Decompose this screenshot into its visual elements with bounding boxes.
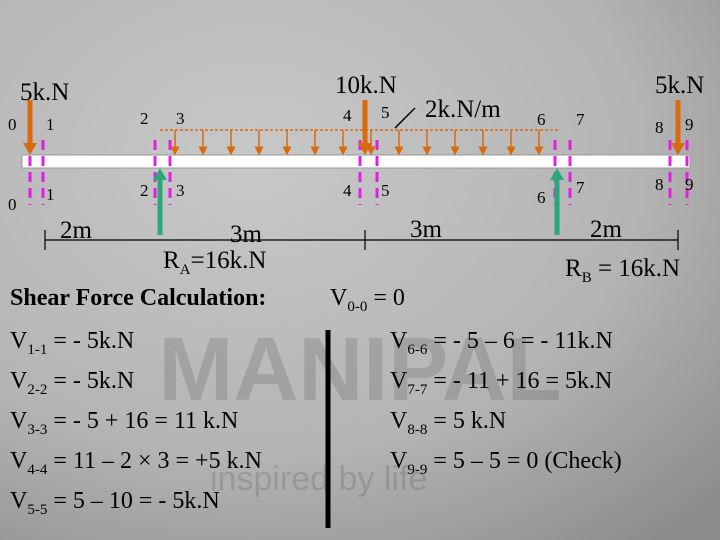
section-label: 9: [685, 175, 694, 194]
sections: 0 0 1 1 2 2 3 3 4 4 5 5 6 6 7 7 8 8 9 9: [8, 103, 694, 214]
arrow-head: [550, 168, 564, 180]
subscript: 4-4: [27, 462, 47, 478]
equation: V1-1 = - 5k.N: [10, 328, 134, 358]
pointer: [394, 107, 416, 129]
subscript: 2-2: [27, 382, 47, 398]
expression: = - 11 + 16 = 5k.N: [427, 368, 612, 394]
span-label: 2m: [60, 217, 93, 244]
arrow-head: [671, 143, 685, 155]
span-label: 3m: [230, 221, 263, 248]
section-label: 2: [140, 181, 149, 200]
beam: [21, 154, 691, 169]
section-label: 6: [537, 188, 546, 207]
udl-label: 2k.N/m: [425, 96, 501, 123]
section-label: 9: [685, 115, 694, 134]
var: V: [10, 368, 28, 394]
section-label: 6: [537, 110, 546, 129]
equation: V2-2 = - 5k.N: [10, 368, 134, 398]
reaction-a: RA=16k.N: [163, 247, 266, 278]
var: V: [10, 488, 28, 514]
reaction-b: RB = 16k.N: [565, 255, 680, 286]
load-label: 5k.N: [20, 79, 69, 106]
expression: = - 5k.N: [47, 368, 134, 394]
equation: V7-7 = - 11 + 16 = 5k.N: [390, 368, 612, 398]
section-label: 3: [176, 109, 185, 128]
section-label: 4: [343, 106, 352, 125]
udl: [160, 129, 560, 156]
expression: = - 5 – 6 = - 11k.N: [427, 328, 613, 354]
section-label: 8: [655, 118, 664, 137]
expression: = - 5k.N: [47, 328, 134, 354]
span-label: 3m: [410, 216, 443, 243]
dimensions: 2m 3m 3m 2m: [44, 216, 679, 250]
section-label: 7: [576, 178, 585, 197]
equation: V4-4 = 11 – 2 × 3 = +5 k.N: [10, 448, 262, 478]
section-label: 1: [46, 185, 55, 204]
section-label: 7: [576, 110, 585, 129]
arrow-head: [153, 168, 167, 180]
section-label: 0: [8, 195, 17, 214]
var: V: [390, 328, 408, 354]
section-label: 5: [381, 181, 390, 200]
subscript: 5-5: [27, 502, 47, 518]
section-label: 0: [8, 115, 17, 134]
subscript: 3-3: [27, 422, 47, 438]
watermark-brand: MANIPAL: [158, 320, 561, 420]
expression: = - 5 + 16 = 11 k.N: [47, 408, 238, 434]
equation: V8-8 = 5 k.N: [390, 408, 506, 438]
subscript: 9-9: [407, 462, 427, 478]
equation: V6-6 = - 5 – 6 = - 11k.N: [390, 328, 613, 358]
subscript: 1-1: [27, 342, 47, 358]
load-label: 5k.N: [655, 72, 704, 99]
load-label: 10k.N: [335, 72, 397, 99]
span-label: 2m: [590, 216, 623, 243]
var: V: [10, 328, 28, 354]
expression: = 11 – 2 × 3 = +5 k.N: [47, 448, 262, 474]
watermark-tagline: inspired by life: [210, 460, 427, 498]
arrow-head: [358, 143, 372, 155]
subscript: 7-7: [407, 382, 427, 398]
section-label: 3: [176, 181, 185, 200]
equation: V0-0 = 0: [330, 285, 405, 315]
arrow-head: [23, 143, 37, 155]
var: V: [390, 368, 408, 394]
section-label: 2: [140, 109, 149, 128]
subscript: 6-6: [407, 342, 427, 358]
var: V: [390, 448, 408, 474]
section-label: 1: [46, 115, 55, 134]
var: V: [10, 448, 28, 474]
var: V: [10, 408, 28, 434]
equation: V3-3 = - 5 + 16 = 11 k.N: [10, 408, 238, 438]
section-label: 4: [343, 181, 352, 200]
section-label: 5: [381, 103, 390, 122]
equation: V5-5 = 5 – 10 = - 5k.N: [10, 488, 220, 518]
expression: = 5 – 10 = - 5k.N: [47, 488, 219, 514]
var: V: [390, 408, 408, 434]
watermark: MANIPAL inspired by life: [158, 320, 561, 498]
equation: V9-9 = 5 – 5 = 0 (Check): [390, 448, 622, 478]
section-label: 8: [655, 175, 664, 194]
expression: = 5 – 5 = 0 (Check): [427, 448, 621, 474]
subscript: 8-8: [407, 422, 427, 438]
heading: Shear Force Calculation:: [10, 285, 266, 311]
equations: V1-1 = - 5k.NV2-2 = - 5k.NV3-3 = - 5 + 1…: [10, 328, 622, 518]
expression: = 5 k.N: [427, 408, 506, 434]
